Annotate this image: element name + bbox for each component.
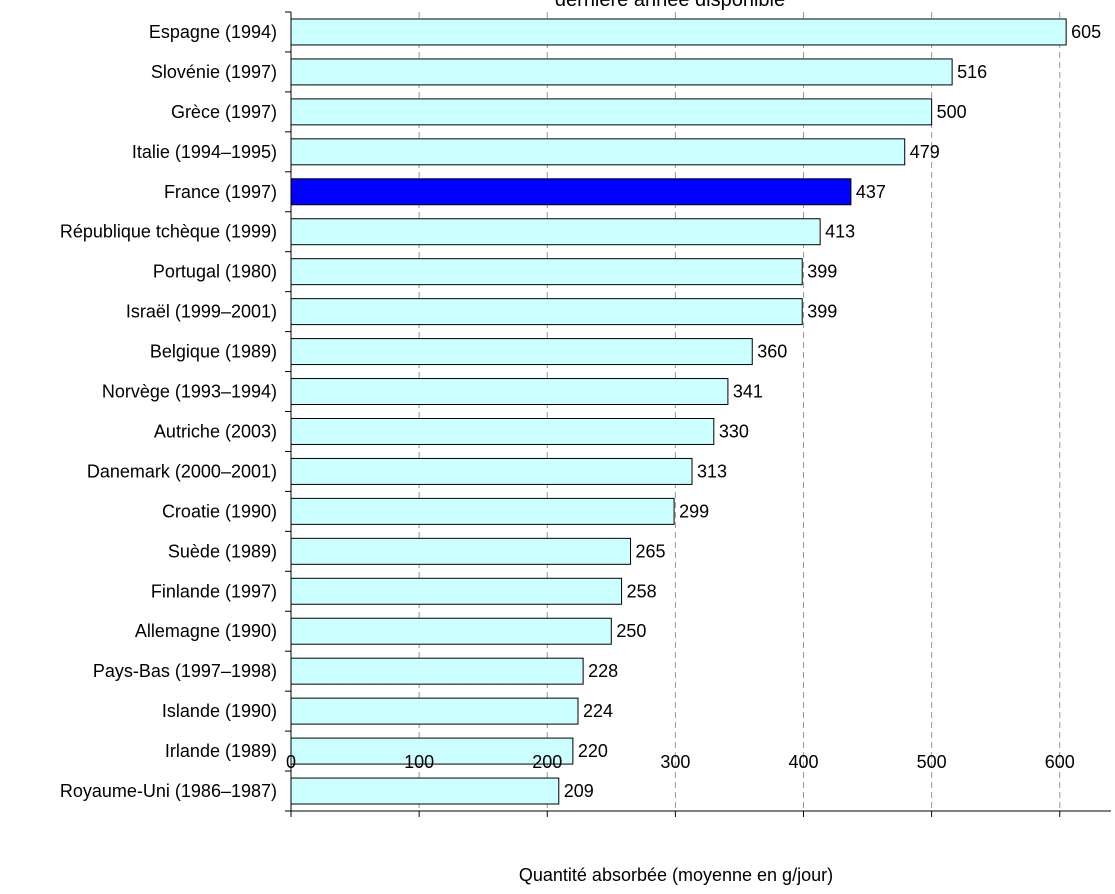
- bar: [290, 617, 612, 645]
- bar: [290, 737, 574, 765]
- labels: 0 100 200 300 400 500 600 605 Espagne (1994) 516 S…: [60, 22, 1101, 801]
- category-label: Pays-Bas (1997–1998): [93, 661, 277, 681]
- value-label: 250: [616, 621, 646, 641]
- bar: [290, 417, 715, 445]
- bar-highlight: [290, 178, 852, 206]
- bar: [290, 457, 693, 485]
- category-label: Portugal (1980): [153, 262, 277, 282]
- category-label: Allemagne (1990): [135, 621, 277, 641]
- category-label: Autriche (2003): [154, 421, 277, 441]
- x-tick-label: 600: [1045, 752, 1075, 772]
- bar: [290, 258, 803, 286]
- x-axis-label: Quantité absorbée (moyenne en g/jour): [519, 865, 833, 885]
- value-label: 399: [807, 302, 837, 322]
- category-label: Irlande (1989): [165, 741, 277, 761]
- value-label: 220: [578, 741, 608, 761]
- value-label: 500: [937, 102, 967, 122]
- category-label: République tchèque (1999): [60, 222, 277, 242]
- bar: [290, 657, 584, 685]
- bar: [290, 18, 1067, 46]
- x-tick-label: 400: [788, 752, 818, 772]
- value-label: 399: [807, 262, 837, 282]
- x-tick-label: 500: [917, 752, 947, 772]
- value-label: 265: [636, 541, 666, 561]
- value-label: 516: [957, 62, 987, 82]
- value-label: 209: [564, 781, 594, 801]
- bar: [290, 697, 579, 725]
- x-tick-label: 0: [286, 752, 296, 772]
- category-label: Grèce (1997): [171, 102, 277, 122]
- value-label: 437: [856, 182, 886, 202]
- value-label: 313: [697, 461, 727, 481]
- bar: [290, 378, 729, 406]
- value-label: 413: [825, 222, 855, 242]
- category-label: Italie (1994–1995): [132, 142, 277, 162]
- value-label: 299: [679, 501, 709, 521]
- chart-title: dernière année disponible: [555, 0, 785, 11]
- category-label: Finlande (1997): [151, 581, 277, 601]
- grid-lines: [418, 12, 1061, 811]
- bar: [290, 138, 906, 166]
- bars: [290, 18, 1067, 805]
- bar: [290, 218, 821, 246]
- category-label: Danemark (2000–2001): [87, 461, 277, 481]
- bar: [290, 777, 560, 805]
- value-label: 228: [588, 661, 618, 681]
- category-label: Slovénie (1997): [151, 62, 277, 82]
- bar: [290, 537, 632, 565]
- value-label: 330: [719, 421, 749, 441]
- category-label: Croatie (1990): [162, 501, 277, 521]
- bar: [290, 58, 953, 86]
- value-label: 224: [583, 701, 613, 721]
- value-label: 341: [733, 382, 763, 402]
- category-label: Royaume-Uni (1986–1987): [60, 781, 277, 801]
- value-label: 479: [910, 142, 940, 162]
- x-tick-label: 100: [404, 752, 434, 772]
- value-label: 258: [627, 581, 657, 601]
- category-label: Norvège (1993–1994): [102, 382, 277, 402]
- value-label: 605: [1071, 22, 1101, 42]
- bar: [290, 298, 803, 326]
- bar: [290, 577, 623, 605]
- category-label: Israël (1999–2001): [126, 302, 277, 322]
- value-label: 360: [757, 342, 787, 362]
- category-label: Suède (1989): [168, 541, 277, 561]
- bar: [290, 338, 753, 366]
- axes: [285, 11, 1111, 817]
- x-tick-label: 300: [660, 752, 690, 772]
- category-label: Islande (1990): [162, 701, 277, 721]
- category-label: Belgique (1989): [150, 342, 277, 362]
- category-label: France (1997): [164, 182, 277, 202]
- bar: [290, 98, 933, 126]
- bar: [290, 497, 675, 525]
- category-label: Espagne (1994): [149, 22, 277, 42]
- x-tick-label: 200: [532, 752, 562, 772]
